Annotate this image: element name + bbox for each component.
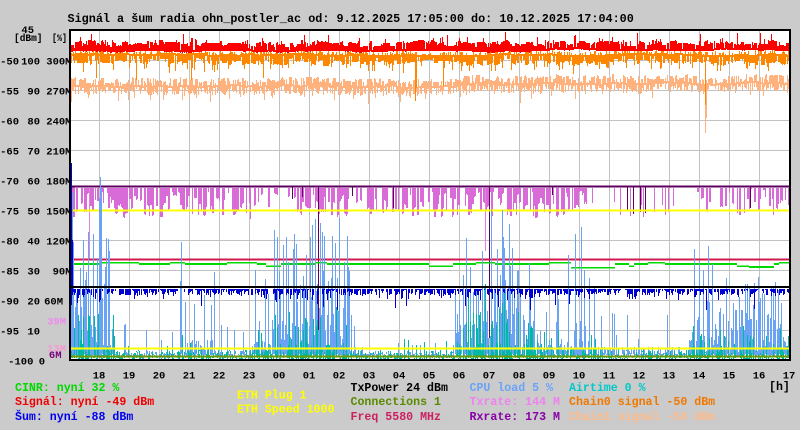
svg-text:06: 06 [453,371,466,383]
svg-text:-60: -60 [0,117,19,129]
svg-text:-70: -70 [0,177,19,189]
svg-text:-65: -65 [0,147,19,159]
svg-text:-80: -80 [0,237,19,249]
svg-text:0: 0 [39,357,45,369]
svg-text:-90: -90 [0,297,19,309]
svg-text:100: 100 [21,57,40,69]
svg-text:Signál: nyní -49 dBm: Signál: nyní -49 dBm [15,396,154,409]
svg-text:17: 17 [783,371,796,383]
svg-text:[dBm]: [dBm] [14,33,43,45]
svg-text:150M: 150M [46,207,71,219]
svg-text:60: 60 [27,177,40,189]
svg-text:02: 02 [333,371,346,383]
svg-text:-85: -85 [0,267,19,279]
svg-text:70: 70 [27,147,40,159]
svg-text:240M: 240M [46,117,71,129]
svg-text:20: 20 [153,371,166,383]
svg-text:Signál a šum radia ohn_postler: Signál a šum radia ohn_postler_ac od: 9.… [68,12,634,26]
svg-text:09: 09 [543,371,556,383]
svg-text:08: 08 [513,371,526,383]
svg-text:18: 18 [93,371,106,383]
svg-text:03: 03 [363,371,376,383]
svg-text:13M: 13M [47,344,66,356]
svg-text:Chain0 signal -50 dBm: Chain0 signal -50 dBm [569,396,715,409]
svg-text:-55: -55 [0,87,19,99]
svg-text:TxPower 24 dBm: TxPower 24 dBm [351,382,448,395]
svg-text:19: 19 [123,371,136,383]
svg-text:90: 90 [27,87,40,99]
svg-text:20: 20 [27,297,40,309]
svg-text:Connections 1: Connections 1 [351,396,441,409]
svg-text:-100: -100 [8,357,33,369]
svg-text:[h]: [h] [769,381,790,394]
svg-text:Rxrate: 173 M: Rxrate: 173 M [470,411,560,424]
svg-text:80: 80 [27,117,40,129]
svg-text:15: 15 [723,371,736,383]
svg-text:Airtime 0 %: Airtime 0 % [569,382,646,395]
svg-text:22: 22 [213,371,226,383]
svg-text:-50: -50 [0,57,19,69]
svg-text:39M: 39M [47,317,66,329]
svg-text:50: 50 [27,207,40,219]
svg-text:[%]: [%] [52,33,67,45]
svg-text:04: 04 [393,371,406,383]
svg-text:14: 14 [693,371,706,383]
svg-text:10: 10 [573,371,586,383]
svg-text:12: 12 [633,371,646,383]
svg-text:60M: 60M [44,297,63,309]
svg-text:11: 11 [603,371,616,383]
svg-text:ETH Plug 1: ETH Plug 1 [237,390,307,403]
svg-text:120M: 120M [46,237,71,249]
svg-text:30: 30 [27,267,40,279]
svg-text:CPU load 5 %: CPU load 5 % [470,382,554,395]
svg-text:210M: 210M [46,147,71,159]
svg-text:6M: 6M [49,350,62,362]
svg-text:Txrate: 144 M: Txrate: 144 M [470,396,560,409]
svg-text:300M: 300M [46,57,71,69]
svg-text:-95: -95 [0,327,19,339]
svg-text:00: 00 [273,371,286,383]
svg-text:ETH Speed 1000: ETH Speed 1000 [237,404,334,417]
svg-text:07: 07 [483,371,496,383]
svg-text:Šum: nyní -88 dBm: Šum: nyní -88 dBm [15,410,133,424]
svg-text:16: 16 [753,371,766,383]
svg-text:21: 21 [183,371,196,383]
svg-text:Freq 5580 MHz: Freq 5580 MHz [351,411,441,424]
svg-text:40: 40 [27,237,40,249]
svg-text:90M: 90M [53,267,72,279]
svg-text:-75: -75 [0,207,19,219]
svg-text:10: 10 [27,327,40,339]
svg-text:Chain1 signal -54 dBm: Chain1 signal -54 dBm [569,411,715,424]
svg-text:180M: 180M [46,177,71,189]
svg-text:05: 05 [423,371,436,383]
svg-text:CINR: nyní 32 %: CINR: nyní 32 % [15,382,119,395]
svg-text:270M: 270M [46,87,71,99]
svg-text:13: 13 [663,371,676,383]
svg-text:45: 45 [21,25,34,37]
svg-text:01: 01 [303,371,316,383]
svg-text:23: 23 [243,371,256,383]
